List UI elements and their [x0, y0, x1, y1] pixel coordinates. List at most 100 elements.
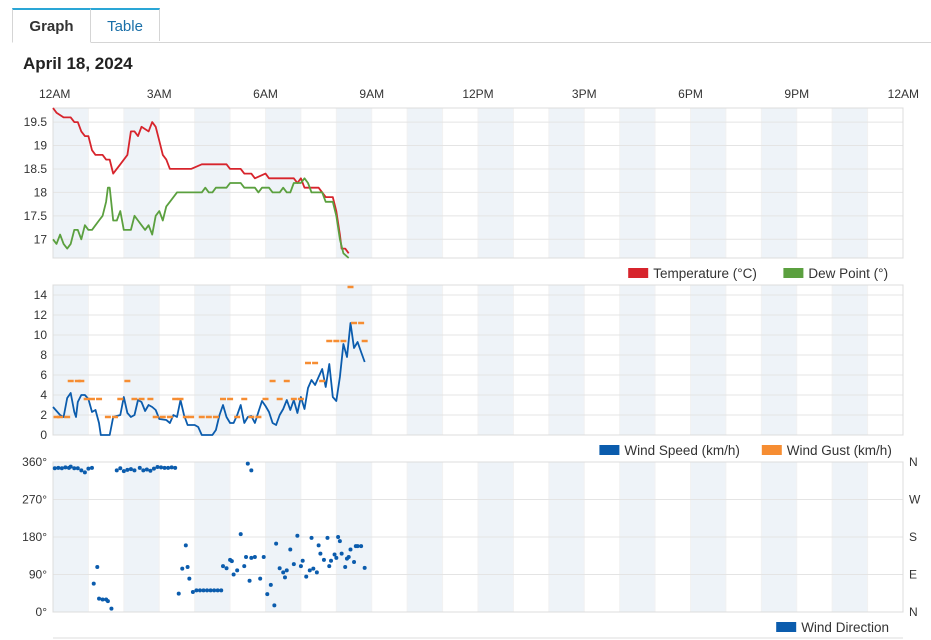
wind-direction-point: [105, 599, 110, 604]
wind-direction-point: [229, 559, 234, 564]
time-band: [690, 285, 726, 435]
wind-direction-point: [288, 547, 293, 552]
time-band: [194, 108, 231, 258]
wind-direction-point: [265, 592, 270, 597]
time-axis-label: 6AM: [253, 87, 278, 101]
wind-direction-point: [190, 590, 195, 594]
legend-swatch: [776, 622, 797, 632]
wind-direction-point: [235, 568, 240, 573]
y-tick-label: 18: [34, 185, 48, 199]
wind-direction-point: [336, 535, 341, 539]
wind-direction-point: [82, 470, 87, 475]
wind-direction-point: [72, 466, 77, 471]
tab-table[interactable]: Table: [91, 8, 160, 41]
wind-speed-line: [52, 322, 366, 436]
wind-direction-point: [118, 466, 123, 471]
y-tick-label: 6: [40, 368, 47, 382]
wind-direction-point: [91, 581, 96, 586]
wind-direction-point: [109, 606, 114, 611]
time-band: [832, 108, 868, 258]
compass-label: N: [909, 605, 918, 619]
wind-direction-point: [321, 557, 326, 562]
y-tick-label: 12: [34, 308, 48, 322]
y-tick-label: 18.5: [24, 162, 48, 176]
wind-direction-point: [252, 555, 257, 559]
wind-direction-point: [295, 533, 300, 538]
wind-direction-point: [224, 566, 229, 571]
wind-direction-point: [68, 464, 73, 469]
wind-direction-point: [59, 466, 64, 471]
wind-direction-point: [121, 469, 126, 474]
wind-direction-point: [86, 466, 91, 471]
legend-label: Wind Gust (km/h): [787, 443, 892, 458]
wind-direction-point: [316, 543, 321, 548]
wind-direction-point: [339, 551, 344, 556]
y-tick-label: 0: [40, 428, 47, 442]
wind-direction-point: [298, 564, 303, 569]
wind-direction-point: [144, 467, 149, 472]
y-tick-label: 17: [34, 232, 48, 246]
tab-graph[interactable]: Graph: [12, 8, 91, 43]
wind-direction-point: [79, 468, 84, 473]
wind-direction-point: [249, 555, 254, 560]
wind-direction-point: [185, 565, 190, 569]
wind-direction-point: [75, 466, 80, 471]
wind-direction-point: [311, 566, 316, 571]
legend-swatch: [628, 268, 649, 278]
wind-direction-point: [159, 465, 164, 470]
wind-direction-point: [272, 603, 277, 608]
legend-swatch: [599, 445, 620, 455]
time-band: [53, 285, 89, 435]
wind-direction-point: [359, 544, 364, 549]
time-band: [478, 285, 514, 435]
wind-direction-point: [95, 565, 100, 569]
y-tick-label: 14: [34, 288, 48, 302]
wind-direction-point: [231, 572, 236, 577]
time-axis-label: 3AM: [147, 87, 172, 101]
wind-direction-point: [169, 465, 174, 470]
wind-direction-point: [318, 551, 323, 556]
wind-direction-point: [362, 565, 367, 570]
wind-direction-point: [183, 543, 188, 548]
time-axis-label: 6PM: [678, 87, 703, 101]
wind-direction-point: [291, 562, 296, 567]
time-axis-label: 12PM: [462, 87, 493, 101]
y-tick-label: 17.5: [24, 209, 48, 223]
wind-direction-point: [215, 588, 220, 593]
time-band: [336, 108, 372, 258]
wind-direction-point: [187, 576, 192, 581]
wind-direction-point: [180, 566, 185, 571]
legend-swatch: [761, 445, 782, 455]
time-axis-label: 9PM: [784, 87, 809, 101]
compass-label: S: [909, 530, 917, 544]
y-tick-label: 19: [34, 139, 48, 153]
legend-label: Wind Speed (km/h): [624, 443, 740, 458]
wind-direction-point: [219, 588, 224, 593]
wind-direction-point: [194, 588, 199, 593]
wind-direction-point: [114, 468, 119, 473]
wind-direction-point: [244, 555, 249, 559]
y-tick-label: 10: [34, 328, 48, 342]
time-axis-label: 12AM: [888, 87, 919, 101]
wind-direction-point: [261, 555, 266, 559]
wind-direction-point: [56, 465, 61, 470]
wind-direction-point: [314, 570, 319, 575]
time-band: [690, 108, 726, 258]
wind-direction-point: [245, 461, 250, 466]
wind-direction-point: [352, 560, 357, 564]
time-band: [407, 285, 443, 435]
wind-direction-point: [282, 575, 287, 580]
wind-direction-point: [343, 565, 348, 569]
time-band: [123, 285, 160, 435]
y-tick-label: 90°: [29, 568, 47, 582]
wind-direction-point: [151, 466, 156, 471]
wind-direction-point: [148, 468, 153, 473]
time-band: [478, 108, 514, 258]
wind-direction-point: [221, 564, 225, 569]
y-tick-label: 0°: [36, 605, 48, 619]
wind-direction-point: [329, 558, 334, 563]
wind-direction-point: [128, 467, 133, 472]
compass-label: E: [909, 568, 917, 582]
wind-direction-point: [337, 539, 342, 544]
